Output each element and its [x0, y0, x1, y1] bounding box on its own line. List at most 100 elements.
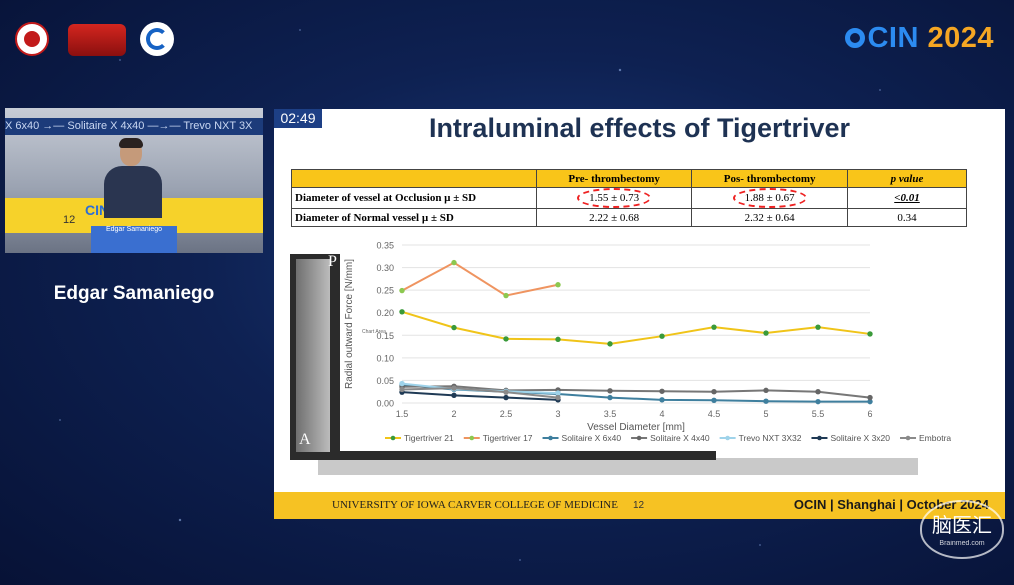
data-point: [815, 389, 821, 395]
data-point: [555, 282, 561, 288]
data-point: [815, 398, 821, 405]
dongfang-logo: [68, 24, 126, 56]
data-point: [503, 336, 509, 342]
data-point: [399, 309, 405, 315]
row-label: Diameter of Normal vessel µ ± SD: [291, 208, 537, 227]
x-tick-label: 6: [867, 409, 872, 419]
legend-label: Tigertriver 17: [483, 433, 533, 443]
y-tick-label: 0.25: [376, 286, 394, 296]
watermark-subtext: Brainmed.com: [939, 540, 985, 547]
table-header-pos: Pos- thrombectomy: [691, 169, 848, 188]
table-row: Diameter of vessel at Occlusion µ ± SD 1…: [291, 187, 967, 209]
row-label: Diameter of vessel at Occlusion µ ± SD: [291, 187, 537, 209]
data-point: [503, 292, 509, 299]
image-label-p: P: [328, 253, 337, 270]
stage-ocin-text: CIN: [85, 202, 110, 218]
y-tick-label: 0.10: [376, 353, 394, 363]
hospital-logo: [15, 22, 49, 56]
y-tick-label: 0.20: [376, 308, 394, 318]
data-point: [867, 398, 873, 405]
speaker-camera-feed: X 6x40 →— Solitaire X 4x40 —→— Trevo NXT…: [5, 108, 263, 253]
university-logo: UNIVERSITY OF IOWA CARVER COLLEGE OF MED…: [332, 499, 618, 511]
table-header-pvalue: p value: [847, 169, 967, 188]
series-line: [401, 261, 559, 297]
legend-marker: [469, 435, 475, 441]
x-tick-label: 3: [555, 409, 560, 419]
data-point: [555, 394, 561, 401]
table-header-row: Pre- thrombectomy Pos- thrombectomy p va…: [291, 169, 967, 188]
data-point: [763, 387, 769, 394]
x-tick-label: 4.5: [708, 409, 721, 419]
data-point: [399, 380, 405, 387]
data-point: [659, 333, 665, 339]
legend-label: Embotrap III: [919, 433, 951, 443]
cell-pos: 1.88 ± 0.67: [691, 187, 848, 209]
legend-label: Solitaire X 4x40: [650, 433, 710, 443]
x-tick-label: 5: [763, 409, 768, 419]
data-point: [503, 394, 509, 401]
data-point: [451, 259, 457, 266]
chart-area-tooltip: Chart Area: [362, 329, 386, 335]
data-point: [607, 388, 613, 394]
y-tick-label: 0.15: [376, 331, 394, 341]
brand-year: 2024: [927, 22, 994, 54]
ocin-o-icon: [845, 28, 866, 48]
line-chart-panel: 0.00 0.05 0.10 0.15 0.20 0.25 0.30 0.35 1.5 2 2.5 3…: [340, 239, 951, 451]
legend-label: Solitaire X 6x40: [562, 433, 622, 443]
legend-marker: [548, 435, 553, 441]
data-point: [451, 324, 457, 331]
table-row: Diameter of Normal vessel µ ± SD 2.22 ± …: [291, 208, 967, 227]
series-line: [401, 385, 871, 399]
legend-label: Solitaire X 3x20: [830, 433, 890, 443]
legend-marker: [817, 435, 822, 441]
speaker-body: [104, 166, 162, 218]
camera-ticker: X 6x40 →— Solitaire X 4x40 —→— Trevo NXT…: [5, 118, 263, 135]
data-point: [711, 397, 717, 403]
image-shadow-bar: [318, 458, 918, 475]
brainmed-watermark: 脑医汇 Brainmed.com: [920, 500, 1004, 559]
x-tick-label: 1.5: [396, 409, 409, 419]
legend-marker: [905, 435, 911, 441]
cell-pre: 1.55 ± 0.73: [535, 187, 693, 209]
speaker-hair: [119, 138, 143, 148]
x-tick-label: 4: [659, 409, 664, 419]
series-line: [401, 310, 871, 345]
data-point: [399, 287, 405, 294]
image-label-a: A: [299, 431, 311, 448]
data-point: [763, 330, 769, 336]
speaker-name: Edgar Samaniego: [53, 283, 215, 304]
results-table: Pre- thrombectomy Pos- thrombectomy p va…: [291, 169, 967, 227]
data-point: [867, 331, 873, 337]
data-point: [607, 394, 613, 401]
stage-slide-number: 12: [63, 214, 76, 226]
legend-label: Tigertriver 21: [404, 433, 454, 443]
legend-marker: [636, 435, 642, 441]
cell-pvalue: 0.34: [847, 208, 967, 227]
watermark-text: 脑医汇: [932, 515, 992, 537]
legend-marker: [390, 435, 396, 441]
data-point: [555, 390, 561, 396]
y-tick-label: 0.30: [376, 263, 394, 273]
data-point: [451, 385, 457, 391]
x-axis-label: Vessel Diameter [mm]: [587, 422, 685, 433]
data-point: [763, 398, 769, 404]
brand-name: CIN: [867, 22, 919, 54]
data-point: [659, 397, 665, 403]
slide-page-number: 12: [633, 500, 645, 511]
society-logo: [140, 22, 174, 56]
data-point: [503, 389, 509, 395]
presentation-slide: 02:49 Intraluminal effects of Tigertrive…: [274, 109, 1005, 519]
data-point: [711, 389, 717, 395]
slide-title: Intraluminal effects of Tigertriver: [428, 113, 851, 143]
y-tick-label: 0.00: [376, 399, 394, 409]
university-name: UNIVERSITY OF IOWA CARVER COLLEGE OF MED…: [332, 499, 618, 511]
pvalue-text: <0.01: [894, 192, 920, 204]
cell-pvalue: <0.01: [847, 187, 967, 209]
y-axis-label: Radial outward Force [N/mm]: [344, 259, 355, 389]
data-point: [711, 324, 717, 330]
slide-footer: UNIVERSITY OF IOWA CARVER COLLEGE OF MED…: [274, 492, 1005, 519]
y-tick-label: 0.35: [376, 241, 394, 251]
red-circle-highlight: 1.88 ± 0.67: [732, 188, 807, 208]
data-point: [607, 341, 613, 347]
x-tick-label: 2: [451, 409, 456, 419]
